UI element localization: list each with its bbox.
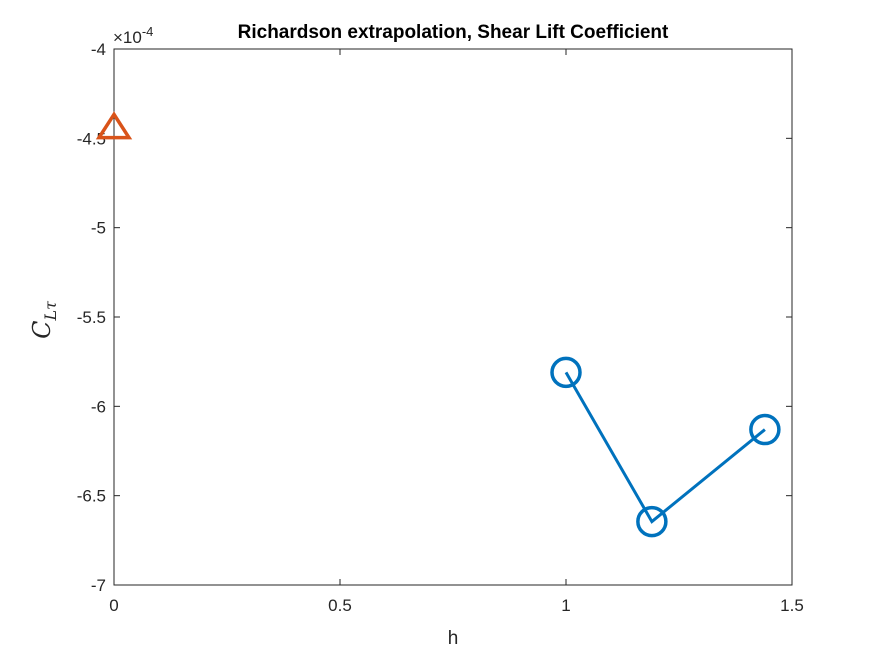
y-exponent-label: ×10-4 (113, 24, 153, 47)
data-point-circle (749, 413, 781, 446)
y-tick-label: -6.5 (77, 487, 106, 506)
svg-text:CLτ: CLτ (28, 300, 60, 339)
series-1 (95, 111, 133, 140)
series-line (564, 371, 766, 524)
y-tick-label: -7 (91, 576, 106, 595)
y-tick-label: -6 (91, 397, 106, 416)
x-tick-label: 1 (561, 596, 570, 615)
y-axis-label: CLτ (28, 300, 60, 339)
x-axis-ticks: 0 0.5 1 1.5 (109, 49, 804, 615)
chart-title: Richardson extrapolation, Shear Lift Coe… (238, 22, 669, 43)
y-axis-ticks: -4 -4.5 -5 -5.5 -6 -6.5 -7 (77, 40, 792, 595)
y-axis-label-subscript: Lτ (41, 300, 60, 322)
data-point-circle (636, 505, 668, 538)
x-tick-label: 0 (109, 596, 118, 615)
data-point-circle (550, 356, 582, 389)
x-tick-label: 0.5 (328, 596, 352, 615)
y-exponent-power: -4 (142, 24, 154, 39)
y-axis-label-main: C (28, 321, 56, 339)
y-tick-label: -4.5 (77, 129, 106, 148)
axes-box (113, 48, 793, 586)
y-exponent-base: ×10 (113, 28, 142, 47)
series-0 (550, 356, 781, 538)
x-axis-label: h (448, 628, 459, 649)
y-tick-label: -5.5 (77, 308, 106, 327)
y-tick-label: -5 (91, 219, 106, 238)
x-tick-label: 1.5 (780, 596, 804, 615)
data-point-triangle (95, 111, 133, 140)
y-tick-label: -4 (91, 40, 106, 59)
series-layer (95, 111, 781, 538)
svg-text:×10-4: ×10-4 (113, 24, 153, 47)
plot-area (113, 48, 793, 586)
